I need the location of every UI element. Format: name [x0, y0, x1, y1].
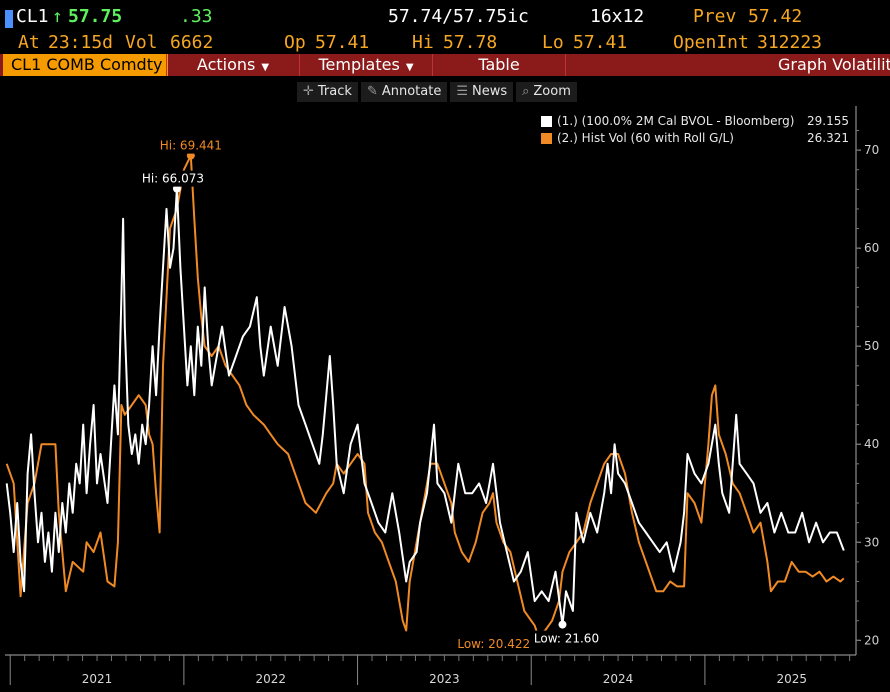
- templates-caret-icon: ▼: [405, 62, 414, 73]
- chart-axes: 20 30 40 50 60 70 2021 2022 2023 2024 2025: [5, 106, 879, 686]
- bid-ask-size: 16x12: [590, 6, 645, 27]
- up-arrow-icon: ↑: [52, 6, 63, 27]
- legend-value-series-1: 29.155: [807, 114, 849, 128]
- chart-legend: (1.) (100.0% 2M Cal BVOL - Bloomberg) 29…: [535, 111, 855, 149]
- open-value: 57.41: [315, 32, 370, 53]
- news-button[interactable]: ☰ News: [450, 82, 514, 102]
- templates-menu[interactable]: Templates ▼: [299, 54, 432, 76]
- prev-label: Prev: [693, 6, 737, 27]
- graph-volatility-tab[interactable]: Graph Volatility: [565, 54, 890, 76]
- security-field[interactable]: CL1 COMB Comdty: [3, 54, 168, 76]
- news-label: News: [471, 84, 508, 99]
- track-button[interactable]: ✛ Track: [297, 82, 358, 102]
- series-line-1[interactable]: [5, 187, 845, 626]
- chart-annotations: Hi: 69.441 Hi: 66.073 Low: 20.422 Low: 21.6…: [139, 137, 602, 653]
- extreme-point-marker: [558, 620, 567, 629]
- y-tick-label: 20: [864, 633, 879, 647]
- y-tick-label: 40: [864, 437, 879, 451]
- annotate-button[interactable]: ✎ Annotate: [360, 82, 448, 102]
- table-tab[interactable]: Table: [432, 54, 565, 76]
- annotation-label: Low: 21.60: [534, 632, 599, 646]
- x-tick-label: 2025: [776, 672, 807, 686]
- y-tick-label: 70: [864, 143, 879, 157]
- magnifier-icon: ⌕: [522, 84, 530, 99]
- series-line-2[interactable]: [5, 154, 845, 638]
- legend-label-series-1: (1.) (100.0% 2M Cal BVOL - Bloomberg): [557, 114, 795, 128]
- net-change: .33: [180, 6, 213, 27]
- annotate-label: Annotate: [381, 84, 442, 99]
- quote-row-1: CL1 ↑ 57.75 .33 57.74/57.75ic 16x12 Prev…: [0, 4, 890, 30]
- ticker-symbol[interactable]: CL1: [16, 6, 49, 27]
- at-label: At: [18, 32, 40, 53]
- zoom-label: Zoom: [533, 84, 571, 99]
- actions-menu[interactable]: Actions ▼: [166, 54, 299, 76]
- annotation-bg: [455, 636, 533, 653]
- legend-swatch-series-1: [541, 116, 552, 127]
- templates-label: Templates: [318, 55, 400, 74]
- legend-label-series-2: (2.) Hist Vol (60 with Roll G/L): [557, 131, 734, 145]
- chart-series: [5, 154, 845, 638]
- open-interest-value: 312223: [757, 32, 823, 53]
- ticker-marker: [5, 10, 13, 28]
- prev-value: 57.42: [748, 6, 803, 27]
- zoom-button[interactable]: ⌕ Zoom: [516, 82, 577, 102]
- annotation-bg: [157, 137, 224, 154]
- graph-volatility-label: Graph Volatility: [778, 55, 890, 74]
- annotation-bg: [531, 630, 602, 647]
- open-interest-label: OpenInt: [673, 32, 749, 53]
- quote-row-2: At 23:15d Vol 6662 Op 57.41 Hi 57.78 Lo …: [0, 30, 890, 56]
- news-icon: ☰: [456, 84, 468, 99]
- last-price: 57.75: [68, 6, 123, 27]
- annotation-label: Low: 20.422: [457, 637, 530, 651]
- open-label: Op: [284, 32, 306, 53]
- high-value: 57.78: [443, 32, 498, 53]
- pencil-icon: ✎: [366, 84, 378, 99]
- vol-label: Vol: [125, 32, 158, 53]
- x-tick-label: 2023: [429, 672, 460, 686]
- actions-caret-icon: ▼: [261, 62, 270, 73]
- high-label: Hi: [412, 32, 434, 53]
- vol-value: 6662: [170, 32, 214, 53]
- actions-label: Actions: [196, 55, 256, 74]
- quote-time: 23:15d: [48, 32, 114, 53]
- y-tick-label: 50: [864, 339, 879, 353]
- annotation-label: Hi: 69.441: [160, 139, 222, 153]
- legend-swatch-series-2: [541, 133, 552, 144]
- crosshair-icon: ✛: [303, 84, 314, 99]
- y-tick-label: 30: [864, 535, 879, 549]
- track-label: Track: [317, 84, 352, 99]
- x-tick-label: 2021: [82, 672, 113, 686]
- legend-row-series-1[interactable]: (1.) (100.0% 2M Cal BVOL - Bloomberg) 29…: [535, 113, 855, 130]
- low-label: Lo: [542, 32, 564, 53]
- annotation-bg: [139, 170, 207, 187]
- low-value: 57.41: [573, 32, 628, 53]
- bid-ask: 57.74/57.75ic: [388, 6, 529, 27]
- legend-row-series-2[interactable]: (2.) Hist Vol (60 with Roll G/L) 26.321: [535, 130, 855, 147]
- x-tick-label: 2024: [603, 672, 634, 686]
- annotation-label: Hi: 66.073: [142, 172, 204, 186]
- menu-bar: CL1 COMB Comdty Actions ▼ Templates ▼ Tabl…: [0, 54, 890, 76]
- x-tick-label: 2022: [255, 672, 286, 686]
- legend-value-series-2: 26.321: [807, 131, 849, 145]
- y-tick-label: 60: [864, 241, 879, 255]
- chart-toolbar: ✛ Track ✎ Annotate ☰ News ⌕ Zoom: [297, 82, 577, 102]
